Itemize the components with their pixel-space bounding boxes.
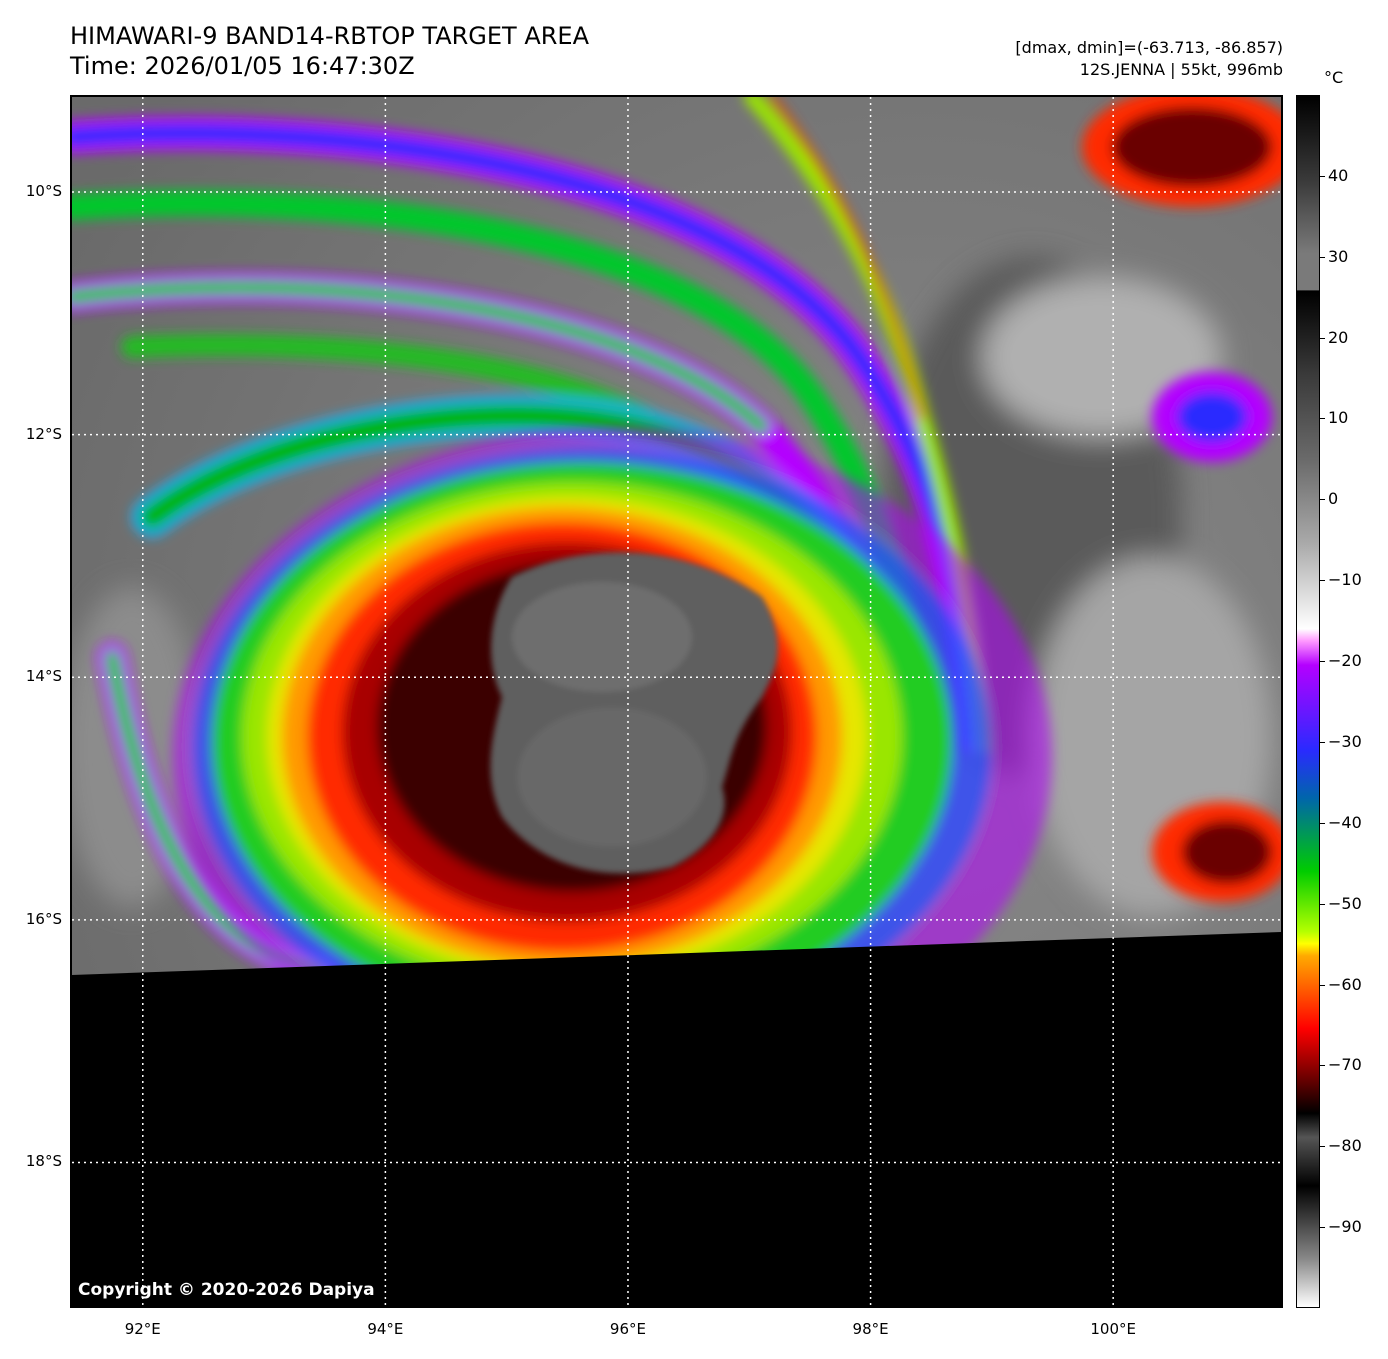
lat-label: 16°S: [25, 909, 62, 928]
colorbar-tick-label: −30: [1328, 731, 1362, 751]
colorbar-tick-label: 0: [1328, 489, 1339, 509]
colorbar-tick-mark: [1320, 984, 1325, 986]
colorbar-tick-label: 30: [1328, 246, 1349, 266]
lon-label: 96°E: [609, 1320, 646, 1338]
colorbar-tick-label: −40: [1328, 812, 1362, 832]
colorbar-tick-label: −10: [1328, 570, 1362, 590]
lat-label: 10°S: [25, 182, 62, 201]
colorbar-tick-mark: [1320, 903, 1325, 905]
colorbar-tick-mark: [1320, 1146, 1325, 1148]
colorbar-tick-label: −20: [1328, 651, 1362, 671]
colorbar-tick-mark: [1320, 1227, 1325, 1229]
colorbar-tick-mark: [1320, 337, 1325, 339]
chart-time: Time: 2026/01/05 16:47:30Z: [70, 52, 415, 80]
dmax-dmin-readout: [dmax, dmin]=(-63.713, -86.857): [1015, 38, 1283, 57]
colorbar-tick-label: 20: [1328, 327, 1349, 347]
lon-label: 94°E: [367, 1320, 404, 1338]
colorbar-tick-mark: [1320, 580, 1325, 582]
lat-label: 14°S: [25, 667, 62, 686]
satellite-imagery: [72, 97, 1281, 1306]
copyright-text: Copyright © 2020-2026 Dapiya: [78, 1280, 375, 1300]
satellite-map: Copyright © 2020-2026 Dapiya: [70, 95, 1283, 1308]
colorbar-tick-mark: [1320, 822, 1325, 824]
colorbar: [1296, 95, 1320, 1308]
colorbar-tick-label: 10: [1328, 408, 1349, 428]
colorbar-tick-label: −80: [1328, 1136, 1362, 1156]
colorbar-unit: °C: [1324, 68, 1344, 87]
lat-label: 12°S: [25, 424, 62, 443]
chart-title: HIMAWARI-9 BAND14-RBTOP TARGET AREA: [70, 22, 590, 50]
lat-label: 18°S: [25, 1152, 62, 1171]
colorbar-tick-mark: [1320, 256, 1325, 258]
colorbar-tick-label: −70: [1328, 1055, 1362, 1075]
colorbar-tick-label: 40: [1328, 165, 1349, 185]
storm-info: 12S.JENNA | 55kt, 996mb: [1079, 60, 1283, 79]
lon-label: 100°E: [1090, 1320, 1136, 1338]
colorbar-tick-label: −90: [1328, 1217, 1362, 1237]
colorbar-tick-mark: [1320, 741, 1325, 743]
lon-label: 98°E: [852, 1320, 889, 1338]
colorbar-tick-mark: [1320, 175, 1325, 177]
colorbar-tick-mark: [1320, 418, 1325, 420]
colorbar-tick-mark: [1320, 499, 1325, 501]
colorbar-tick-label: −50: [1328, 893, 1362, 913]
lon-label: 92°E: [124, 1320, 161, 1338]
colorbar-tick-mark: [1320, 661, 1325, 663]
colorbar-tick-label: −60: [1328, 974, 1362, 994]
colorbar-tick-mark: [1320, 1065, 1325, 1067]
